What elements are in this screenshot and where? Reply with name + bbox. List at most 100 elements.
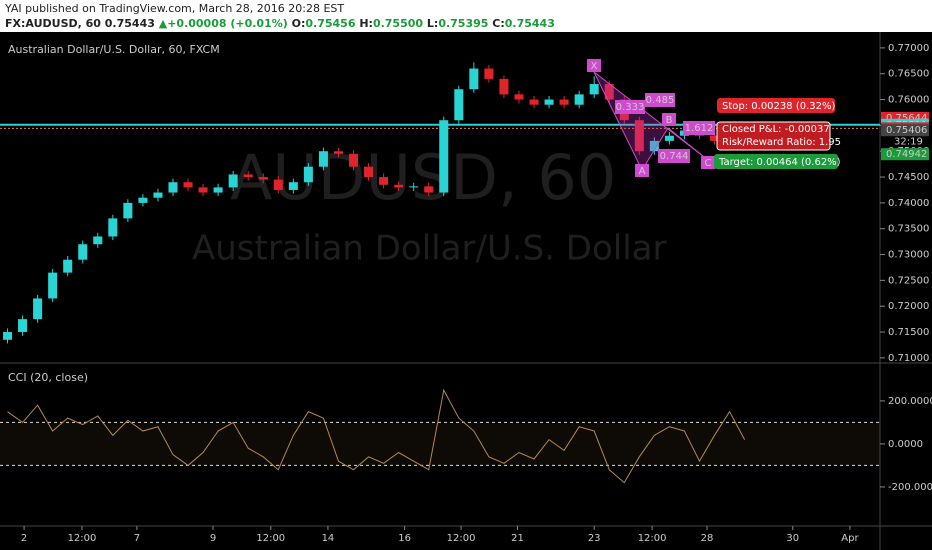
candle-body: [634, 120, 644, 152]
candle-body: [183, 182, 193, 188]
publish-line: YAI published on TradingView.com, March …: [5, 2, 345, 15]
candle-body: [514, 94, 524, 100]
ratio-2: 0.485: [646, 95, 675, 106]
price-tag: [881, 148, 929, 161]
x-tick-label: 28: [701, 533, 714, 544]
y-tick-label: 0.0000: [888, 439, 923, 450]
price-tag: [881, 124, 929, 137]
pattern: [593, 71, 709, 172]
candle-body: [258, 177, 268, 180]
candle-body: [559, 99, 569, 105]
y-tick-label: 0.76500: [888, 69, 929, 80]
cci-band: [0, 422, 880, 466]
ratio-1: 0.333: [616, 102, 645, 113]
symbol: FX:AUDUSD, 60: [5, 17, 101, 30]
y-tick-label: 0.72000: [888, 301, 929, 312]
x-tick-label: 12:00: [68, 533, 97, 544]
chart-title: Australian Dollar/U.S. Dollar, 60, FXCM: [8, 43, 220, 56]
symbol-line: FX:AUDUSD, 60 0.75443 ▲+0.00008 (+0.01%)…: [5, 17, 555, 30]
candle-body: [529, 99, 539, 105]
label-bg: [635, 164, 649, 177]
risk-reward: Risk/Reward Ratio: 1.95: [722, 137, 841, 148]
candle-body: [138, 197, 148, 203]
background: [0, 32, 932, 550]
point-a: A: [639, 166, 646, 177]
candle-body: [303, 166, 313, 183]
price-tag-label: 0.74942: [886, 149, 927, 160]
y-tick-label: 0.72500: [888, 275, 929, 286]
label-bg: [683, 121, 715, 135]
candle-body: [78, 244, 88, 260]
candle-body: [333, 151, 343, 154]
label-bg: [615, 100, 645, 114]
point-c: C: [705, 158, 712, 169]
candle-body: [710, 135, 720, 141]
candle-body: [604, 84, 614, 100]
candle-body: [649, 140, 659, 152]
x-tick-label: Apr: [841, 533, 859, 544]
y-tick-label: 0.76000: [888, 95, 929, 106]
candle-body: [364, 166, 374, 178]
y-tick-label: 0.73500: [888, 224, 929, 235]
candle-body: [394, 184, 404, 188]
ratio-3: 1.612: [685, 123, 714, 134]
candle-body: [63, 259, 73, 273]
l: 0.75395: [438, 17, 489, 30]
h-label: H:: [359, 17, 373, 30]
l-label: L:: [426, 17, 439, 30]
y-tick-label: 0.73000: [888, 250, 929, 261]
candle-body: [499, 78, 509, 95]
watermark: AUDUSD, 60: [230, 141, 616, 214]
candle-body: [409, 186, 419, 188]
y-tick-label: 0.71500: [888, 327, 929, 338]
pnl-box: [716, 121, 831, 151]
y-tick-label: 0.71000: [888, 353, 929, 364]
candle-body: [439, 120, 449, 193]
candle-body: [243, 174, 253, 178]
pattern-labels: X A B C 0.333 0.485 1.612 0.744: [587, 59, 715, 177]
x-tick-label: 16: [398, 533, 411, 544]
label-bg: [645, 93, 675, 107]
candle-body: [379, 177, 389, 185]
x-tick-label: 23: [588, 533, 601, 544]
candle-body: [3, 332, 13, 340]
candle-body: [469, 68, 479, 90]
countdown: 32:19: [894, 136, 923, 147]
ratio-4: 0.744: [660, 151, 689, 162]
stop: Stop: 0.00238 (0.32%): [722, 101, 835, 112]
label-bg: [587, 59, 601, 72]
candle-body: [168, 182, 178, 193]
y-tick-label: 0.77000: [888, 43, 929, 54]
o-label: O:: [291, 17, 306, 30]
y-tick-label: 0.74000: [888, 198, 929, 209]
last: 0.75443: [104, 17, 155, 30]
x-tick-label: 12:00: [256, 533, 285, 544]
pnl: Closed P&L: -0.00037: [722, 124, 830, 135]
c: 0.75443: [504, 17, 555, 30]
candle-body: [484, 68, 494, 79]
x-tick-label: 2: [21, 533, 27, 544]
candle-body: [544, 99, 554, 105]
candle-body: [123, 202, 133, 219]
x-tick-label: 14: [322, 533, 335, 544]
label-bg: [662, 113, 676, 126]
h: 0.75500: [372, 17, 424, 30]
c-label: C:: [492, 17, 505, 30]
x-tick-label: 12:00: [638, 533, 667, 544]
y-tick-label: 0.74500: [888, 172, 929, 183]
x-tick-label: 7: [134, 533, 140, 544]
candle-body: [288, 182, 298, 190]
candle-body: [454, 89, 464, 121]
candle-body: [664, 135, 674, 141]
candle-body: [574, 94, 584, 105]
candle-body: [48, 272, 58, 299]
chart: AUDUSD, 60 Australian Dollar/U.S. Dollar…: [0, 32, 932, 550]
cci-line: [7, 388, 746, 484]
candle-body: [228, 174, 238, 188]
header: YAI published on TradingView.com, March …: [0, 0, 932, 32]
candle-body: [93, 236, 103, 245]
label-bg: [701, 156, 715, 169]
candle-body: [424, 186, 434, 193]
candle-body: [198, 187, 208, 193]
